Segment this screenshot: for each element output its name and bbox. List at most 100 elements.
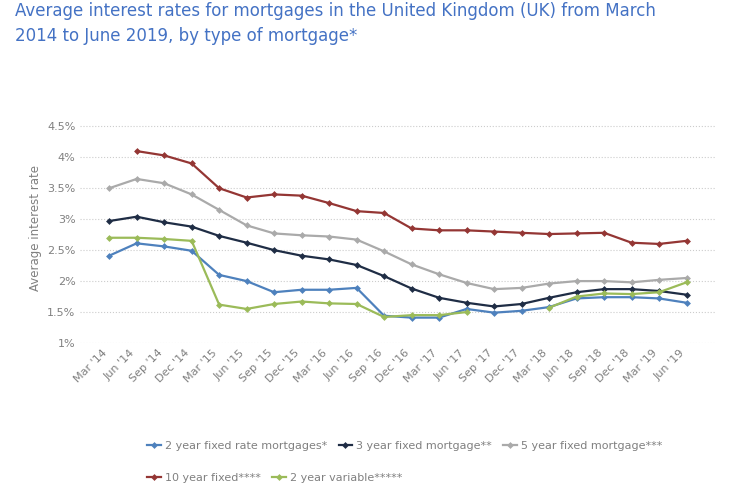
2 year fixed rate mortgages* — [297, 287, 306, 293]
3 year fixed mortgage** — [599, 286, 608, 292]
5 year fixed mortgage*** — [627, 279, 636, 285]
Text: 2014 to June 2019, by type of mortgage*: 2014 to June 2019, by type of mortgage* — [15, 27, 357, 45]
5 year fixed mortgage*** — [270, 230, 279, 236]
10 year fixed**** — [682, 238, 691, 244]
10 year fixed**** — [270, 192, 279, 197]
5 year fixed mortgage*** — [215, 207, 223, 213]
2 year fixed rate mortgages* — [325, 287, 334, 293]
2 year fixed rate mortgages* — [434, 315, 443, 320]
2 year variable***** — [353, 301, 361, 307]
10 year fixed**** — [490, 229, 499, 235]
5 year fixed mortgage*** — [297, 232, 306, 238]
2 year fixed rate mortgages* — [490, 310, 499, 316]
Line: 3 year fixed mortgage**: 3 year fixed mortgage** — [107, 214, 689, 309]
3 year fixed mortgage** — [407, 286, 416, 292]
10 year fixed**** — [215, 185, 223, 191]
3 year fixed mortgage** — [270, 247, 279, 253]
5 year fixed mortgage*** — [160, 180, 169, 186]
2 year variable***** — [132, 235, 141, 241]
5 year fixed mortgage*** — [380, 248, 388, 254]
3 year fixed mortgage** — [215, 233, 223, 239]
10 year fixed**** — [434, 227, 443, 233]
10 year fixed**** — [627, 240, 636, 245]
10 year fixed**** — [462, 227, 471, 233]
10 year fixed**** — [517, 230, 526, 236]
10 year fixed**** — [242, 195, 251, 200]
3 year fixed mortgage** — [545, 295, 553, 301]
5 year fixed mortgage*** — [490, 286, 499, 292]
5 year fixed mortgage*** — [682, 275, 691, 281]
Y-axis label: Average interest rate: Average interest rate — [28, 165, 42, 291]
Text: Average interest rates for mortgages in the United Kingdom (UK) from March: Average interest rates for mortgages in … — [15, 2, 656, 21]
10 year fixed**** — [655, 241, 664, 247]
2 year variable***** — [215, 302, 223, 308]
3 year fixed mortgage** — [132, 214, 141, 220]
2 year fixed rate mortgages* — [105, 253, 114, 259]
2 year fixed rate mortgages* — [353, 285, 361, 291]
5 year fixed mortgage*** — [242, 222, 251, 228]
5 year fixed mortgage*** — [517, 285, 526, 291]
2 year variable***** — [462, 309, 471, 315]
3 year fixed mortgage** — [297, 253, 306, 259]
2 year fixed rate mortgages* — [627, 294, 636, 300]
Line: 2 year fixed rate mortgages*: 2 year fixed rate mortgages* — [107, 241, 689, 320]
10 year fixed**** — [407, 225, 416, 231]
2 year fixed rate mortgages* — [517, 308, 526, 314]
2 year fixed rate mortgages* — [545, 304, 553, 310]
2 year fixed rate mortgages* — [270, 289, 279, 295]
2 year variable***** — [242, 306, 251, 312]
3 year fixed mortgage** — [462, 300, 471, 306]
2 year fixed rate mortgages* — [462, 306, 471, 312]
5 year fixed mortgage*** — [599, 278, 608, 284]
10 year fixed**** — [160, 152, 169, 158]
5 year fixed mortgage*** — [572, 278, 581, 284]
2 year fixed rate mortgages* — [160, 244, 169, 249]
2 year variable***** — [270, 301, 279, 307]
10 year fixed**** — [325, 200, 334, 206]
2 year fixed rate mortgages* — [407, 315, 416, 320]
Line: 10 year fixed****: 10 year fixed**** — [134, 148, 689, 246]
5 year fixed mortgage*** — [407, 262, 416, 268]
10 year fixed**** — [599, 230, 608, 236]
2 year fixed rate mortgages* — [132, 241, 141, 246]
5 year fixed mortgage*** — [353, 237, 361, 243]
3 year fixed mortgage** — [627, 286, 636, 292]
5 year fixed mortgage*** — [655, 277, 664, 283]
10 year fixed**** — [132, 148, 141, 154]
2 year fixed rate mortgages* — [215, 272, 223, 278]
5 year fixed mortgage*** — [188, 192, 196, 197]
5 year fixed mortgage*** — [462, 280, 471, 286]
3 year fixed mortgage** — [682, 292, 691, 297]
5 year fixed mortgage*** — [105, 185, 114, 191]
Line: 5 year fixed mortgage***: 5 year fixed mortgage*** — [107, 176, 689, 292]
10 year fixed**** — [380, 210, 388, 216]
10 year fixed**** — [297, 193, 306, 198]
5 year fixed mortgage*** — [434, 271, 443, 277]
10 year fixed**** — [188, 161, 196, 167]
3 year fixed mortgage** — [160, 220, 169, 225]
5 year fixed mortgage*** — [545, 281, 553, 287]
3 year fixed mortgage** — [517, 301, 526, 307]
2 year variable***** — [325, 300, 334, 306]
3 year fixed mortgage** — [490, 303, 499, 309]
3 year fixed mortgage** — [572, 289, 581, 295]
2 year variable***** — [188, 238, 196, 244]
2 year fixed rate mortgages* — [655, 295, 664, 301]
2 year variable***** — [160, 236, 169, 242]
2 year fixed rate mortgages* — [242, 278, 251, 284]
2 year fixed rate mortgages* — [572, 295, 581, 301]
3 year fixed mortgage** — [188, 223, 196, 229]
10 year fixed**** — [545, 231, 553, 237]
3 year fixed mortgage** — [380, 273, 388, 279]
Line: 2 year variable*****: 2 year variable***** — [107, 235, 469, 319]
2 year variable***** — [105, 235, 114, 241]
3 year fixed mortgage** — [353, 262, 361, 268]
2 year fixed rate mortgages* — [188, 248, 196, 254]
2 year fixed rate mortgages* — [682, 300, 691, 306]
3 year fixed mortgage** — [105, 218, 114, 224]
2 year variable***** — [434, 312, 443, 318]
2 year fixed rate mortgages* — [380, 313, 388, 318]
10 year fixed**** — [572, 230, 581, 236]
3 year fixed mortgage** — [655, 288, 664, 294]
2 year variable***** — [297, 298, 306, 304]
